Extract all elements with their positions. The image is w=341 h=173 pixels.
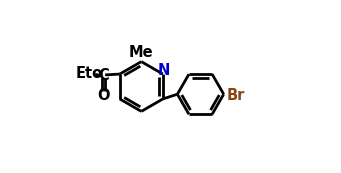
- Text: Me: Me: [128, 45, 153, 60]
- Text: Eto: Eto: [75, 66, 102, 81]
- Text: O: O: [97, 88, 110, 103]
- Text: N: N: [158, 63, 170, 78]
- Text: Br: Br: [227, 88, 245, 103]
- Text: C: C: [98, 68, 109, 83]
